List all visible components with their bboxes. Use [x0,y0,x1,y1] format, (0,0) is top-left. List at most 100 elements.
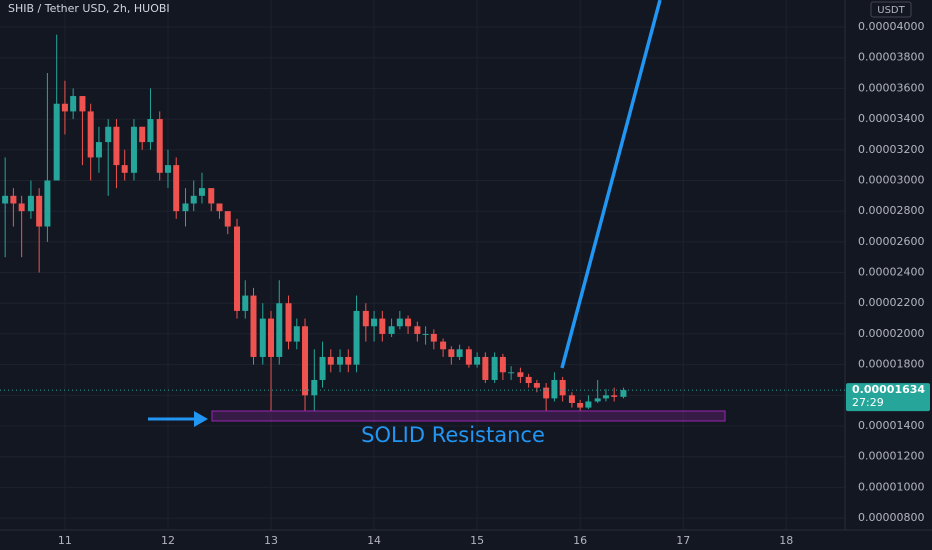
y-tick-label: 0.00003800 [858,51,924,64]
arrow-head [194,411,208,427]
candle-body [95,142,102,158]
candle-body [293,326,300,342]
symbol-title: SHIB / Tether USD, 2h, HUOBI [8,2,170,15]
candle-body [568,395,575,403]
candle-body [276,303,283,357]
x-tick-label: 17 [676,534,690,547]
candle-body [396,318,403,327]
candle-body [620,390,627,397]
y-tick-label: 0.00002400 [858,266,924,279]
candle-body [379,318,386,334]
candle-body [388,326,395,334]
candle-body [27,195,34,212]
y-tick-label: 0.00001200 [858,450,924,463]
candle-body [371,318,378,327]
candle-body [2,195,9,204]
y-tick-label: 0.00003600 [858,81,924,94]
candle-body [224,211,231,227]
candle-body [327,356,334,365]
candle-body [551,379,558,399]
candle-body [353,310,360,365]
candle-body [525,376,532,384]
candle-body [234,226,241,311]
candle-body [302,326,309,396]
candle-body [198,188,205,196]
candle-body [448,349,455,357]
candle-body [105,126,112,143]
y-tick-label: 0.00002000 [858,327,924,340]
last-price-box [846,383,930,412]
x-tick-label: 13 [264,534,278,547]
candle-body [285,303,292,342]
candle-body [440,341,447,350]
candle-body [508,372,515,374]
candle-body [130,126,137,173]
candle-body [414,326,421,334]
candle-body [113,126,120,166]
y-tick-label: 0.00003200 [858,143,924,156]
candle-body [190,195,197,204]
candle-body [611,395,618,397]
candle-body [517,372,524,377]
candle-body [36,195,43,227]
candle-body [543,387,550,399]
candle-body [491,356,498,380]
y-tick-label: 0.00002600 [858,235,924,248]
y-tick-label: 0.00002800 [858,204,924,217]
axes: 0.00000800 0.00001000 0.00001200 0.00001400… [0,20,930,547]
candle-body [499,356,506,373]
x-tick-label: 14 [367,534,381,547]
y-tick-label: 0.00001800 [858,358,924,371]
candle-body [87,111,94,158]
candle-body [173,165,180,212]
candles [2,34,627,411]
candle-body [482,356,489,380]
candle-body [216,203,223,212]
candle-body [465,349,472,365]
currency-box [870,1,912,18]
candle-body [208,188,215,204]
candle-body [337,356,344,365]
candle-body [10,195,17,204]
candle-body [61,103,68,112]
candle-body [345,356,352,365]
candle-body [182,203,189,212]
candle-body [147,119,154,143]
countdown: 27:29 [852,396,884,409]
candle-body [533,383,540,388]
candle-body [18,203,25,212]
candle-body [311,379,318,396]
y-tick-label: 0.00001000 [858,480,924,493]
x-tick-label: 15 [470,534,484,547]
y-tick-label: 0.00002200 [858,296,924,309]
candle-body [268,318,275,357]
x-tick-label: 11 [58,534,72,547]
x-tick-label: 16 [573,534,587,547]
candle-body [139,126,146,143]
support-zone [211,410,726,422]
candle-body [559,379,566,396]
candle-body [121,165,128,173]
y-tick-label: 0.00003000 [858,173,924,186]
candle-body [164,165,171,173]
y-tick-label: 0.00004000 [858,20,924,33]
candle-body [577,402,584,408]
candle-body [405,318,412,327]
x-tick-label: 12 [161,534,175,547]
y-tick-label: 0.00003400 [858,112,924,125]
candle-body [430,333,437,342]
currency: USDT [877,5,905,16]
candle-body [474,356,481,365]
candle-body [362,310,369,327]
candle-body [319,356,326,380]
grid [0,0,845,530]
candle-body [602,395,609,399]
y-tick-label: 0.00001400 [858,419,924,432]
candle-body [53,103,60,181]
annotation: SOLID Resistance [361,423,545,447]
candle-body [250,295,257,357]
candle-body [594,398,601,402]
y-tick-label: 0.00000800 [858,511,924,524]
